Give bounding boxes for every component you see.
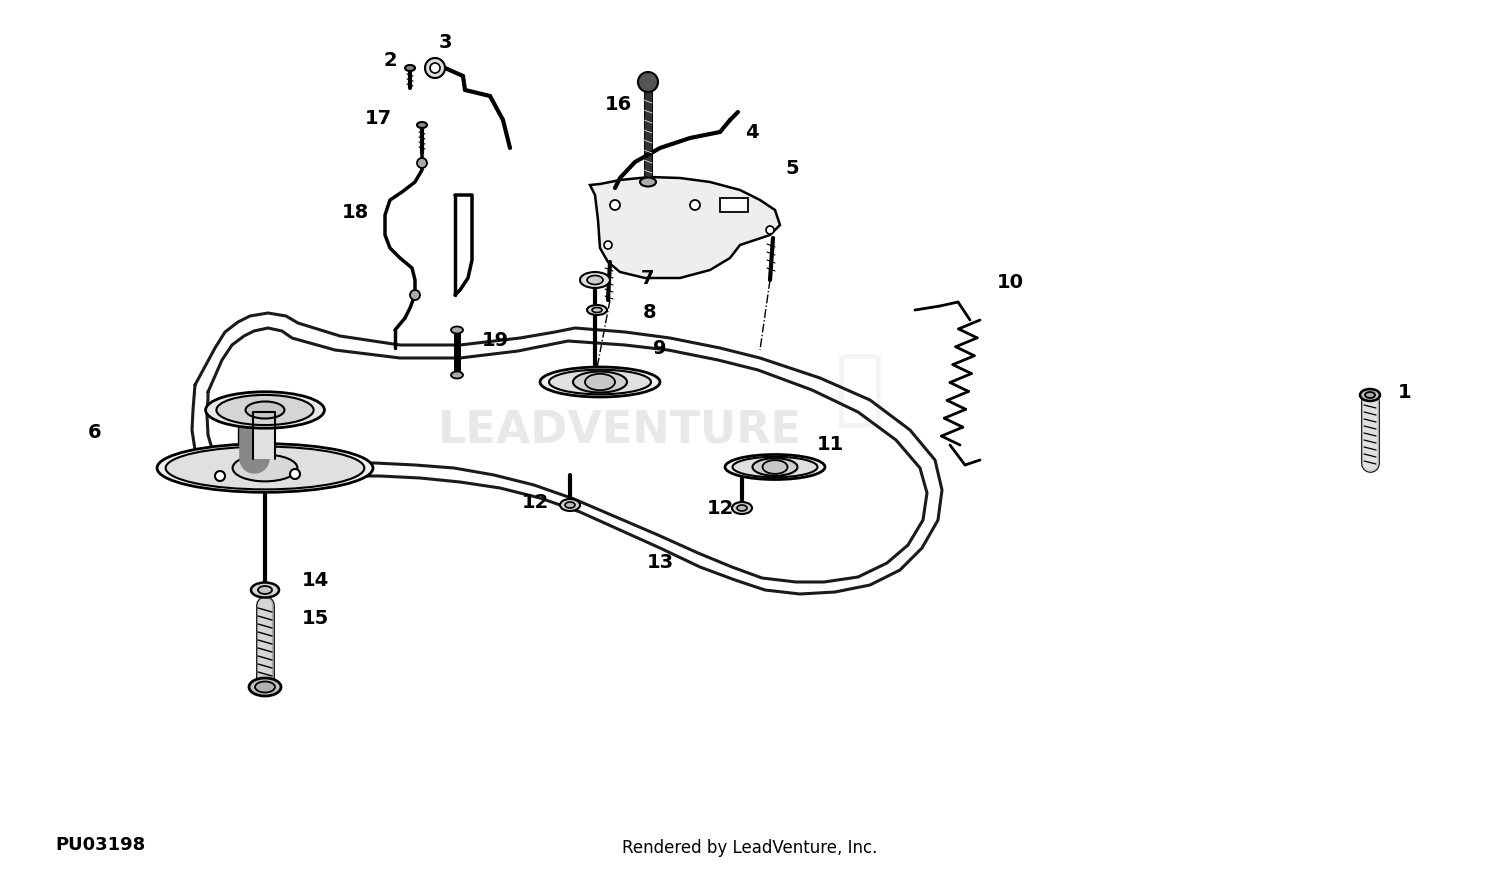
Ellipse shape — [1365, 392, 1376, 398]
Ellipse shape — [206, 392, 324, 428]
Ellipse shape — [246, 401, 285, 419]
Ellipse shape — [724, 455, 825, 479]
Text: 13: 13 — [646, 553, 674, 571]
Circle shape — [610, 200, 620, 210]
Ellipse shape — [592, 307, 602, 313]
Bar — [720, 198, 748, 212]
Text: 3: 3 — [438, 32, 452, 52]
Ellipse shape — [736, 505, 747, 511]
Text: 14: 14 — [302, 570, 328, 590]
Ellipse shape — [216, 395, 314, 425]
Text: 2: 2 — [382, 51, 398, 69]
Circle shape — [410, 290, 420, 300]
Ellipse shape — [549, 370, 651, 394]
Bar — [254, 412, 274, 459]
Circle shape — [417, 158, 428, 168]
Text: 12: 12 — [706, 498, 734, 518]
Ellipse shape — [405, 65, 416, 71]
Text: 7: 7 — [642, 269, 654, 287]
Polygon shape — [590, 177, 780, 278]
Ellipse shape — [560, 499, 580, 511]
Ellipse shape — [249, 678, 280, 696]
Ellipse shape — [580, 272, 610, 288]
Circle shape — [290, 469, 300, 479]
Text: 6: 6 — [88, 422, 102, 442]
Ellipse shape — [566, 502, 574, 508]
Text: Rendered by LeadVenture, Inc.: Rendered by LeadVenture, Inc. — [622, 839, 878, 857]
Ellipse shape — [165, 447, 364, 490]
Ellipse shape — [573, 371, 627, 392]
Text: 4: 4 — [746, 123, 759, 142]
Circle shape — [424, 58, 445, 78]
Circle shape — [214, 471, 225, 481]
Ellipse shape — [1360, 389, 1380, 401]
Text: LEADVENTURE: LEADVENTURE — [438, 408, 802, 451]
Text: 11: 11 — [816, 435, 843, 455]
Ellipse shape — [417, 122, 428, 128]
Text: 9: 9 — [654, 338, 666, 357]
Text: PU03198: PU03198 — [56, 836, 146, 854]
Ellipse shape — [753, 458, 798, 476]
Text: 8: 8 — [644, 302, 657, 321]
Ellipse shape — [640, 178, 656, 187]
Ellipse shape — [452, 327, 464, 334]
Ellipse shape — [585, 374, 615, 390]
Ellipse shape — [732, 502, 752, 514]
Ellipse shape — [732, 456, 818, 477]
Text: 18: 18 — [342, 202, 369, 222]
Text: 🔥: 🔥 — [836, 350, 885, 430]
Text: 15: 15 — [302, 609, 328, 627]
Text: 17: 17 — [364, 109, 392, 128]
Text: 1: 1 — [1398, 383, 1411, 401]
Circle shape — [430, 63, 439, 73]
Ellipse shape — [158, 444, 374, 492]
Ellipse shape — [452, 371, 464, 378]
Circle shape — [766, 226, 774, 234]
Circle shape — [690, 200, 700, 210]
Ellipse shape — [586, 275, 603, 285]
Circle shape — [638, 72, 658, 92]
Ellipse shape — [258, 586, 272, 594]
Ellipse shape — [232, 455, 297, 482]
Text: 5: 5 — [784, 159, 800, 178]
Ellipse shape — [762, 460, 788, 474]
Text: 19: 19 — [482, 330, 508, 350]
Ellipse shape — [251, 583, 279, 597]
Ellipse shape — [586, 305, 608, 315]
Ellipse shape — [540, 367, 660, 397]
Ellipse shape — [255, 682, 274, 693]
Circle shape — [604, 241, 612, 249]
Text: 16: 16 — [604, 95, 631, 115]
Text: 10: 10 — [996, 272, 1023, 292]
Text: 12: 12 — [522, 492, 549, 512]
